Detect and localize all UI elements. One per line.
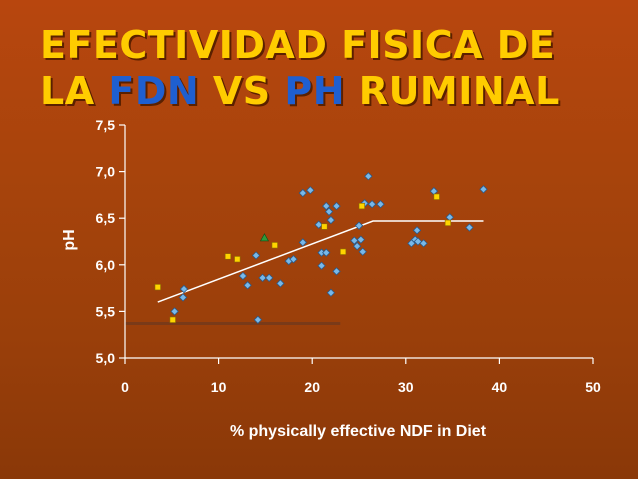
square-point: [154, 284, 161, 291]
data-points: [154, 172, 488, 324]
square-point: [271, 242, 278, 249]
diamond-point: [251, 251, 261, 260]
diamond-point: [306, 186, 315, 195]
x-tick-label: 40: [492, 379, 508, 395]
title-highlight-ph: PH: [284, 69, 346, 113]
x-tick-label: 30: [398, 379, 414, 395]
square-point: [444, 219, 452, 226]
y-tick-label: 5,5: [96, 303, 116, 319]
x-axis-label: % physically effective NDF in Diet: [230, 423, 487, 440]
diamond-point: [264, 273, 274, 283]
square-point: [339, 248, 347, 255]
y-tick-label: 6,5: [96, 210, 116, 226]
x-tick-label: 10: [211, 379, 227, 395]
diamond-point: [465, 223, 474, 232]
diamond-point: [364, 172, 373, 181]
square-point: [169, 316, 176, 323]
diamond-point: [332, 201, 341, 211]
diamond-point: [314, 220, 323, 229]
diamond-point: [322, 201, 331, 211]
square-point: [433, 193, 440, 200]
y-tick-label: 7,5: [96, 117, 116, 133]
fit-line-layer: [157, 220, 484, 303]
diamond-point: [322, 248, 331, 257]
diamond-point: [419, 239, 428, 248]
slide-title: EFECTIVIDAD FISICA DE LA FDN VS PH RUMIN…: [40, 22, 560, 114]
diamond-point: [276, 279, 285, 288]
diamond-point: [324, 207, 334, 216]
x-tick-label: 20: [304, 379, 320, 395]
title-line-2-vs: VS: [199, 69, 285, 113]
diamond-point: [367, 200, 377, 209]
diamond-point: [413, 237, 423, 246]
diamond-point: [376, 200, 385, 209]
diamond-point: [352, 241, 362, 251]
diamond-point: [238, 271, 248, 281]
tick-labels: 5,0 5,5 6,0 6,5 7,0 7,5 0 10 20 30 40 50: [96, 117, 601, 395]
square-point: [224, 253, 232, 260]
diamond-point: [358, 247, 367, 256]
x-tick-label: 0: [121, 379, 129, 395]
fit-line: [157, 220, 484, 303]
title-line-1: EFECTIVIDAD FISICA DE: [40, 23, 556, 67]
diamond-point: [326, 215, 336, 225]
title-line-2-ruminal: RUMINAL: [345, 69, 560, 113]
diamond-point: [412, 226, 422, 235]
diamond-point: [356, 235, 366, 244]
axes: [119, 124, 594, 364]
diamond-point: [317, 261, 326, 270]
diamond-point: [243, 281, 252, 290]
y-tick-label: 6,0: [96, 257, 116, 273]
diamond-point: [298, 238, 308, 247]
title-highlight-fdn: FDN: [108, 69, 200, 113]
diamond-point: [289, 255, 298, 264]
x-tick-label: 50: [585, 379, 601, 395]
square-point: [321, 223, 328, 230]
diamond-point: [170, 307, 179, 316]
diamond-point: [253, 315, 263, 324]
diamond-point: [178, 293, 188, 302]
diamond-point: [350, 236, 359, 245]
diamond-point: [326, 288, 336, 297]
square-point: [358, 202, 365, 210]
diamond-point: [298, 188, 308, 198]
diamond-point: [354, 221, 364, 230]
y-axis-label: pH: [61, 229, 78, 250]
diamond-point: [258, 273, 267, 283]
diamond-point: [332, 267, 341, 276]
diamond-point: [479, 185, 488, 194]
diamond-point: [179, 284, 189, 294]
y-tick-label: 7,0: [96, 164, 116, 180]
title-line-2-la: LA: [40, 69, 109, 113]
triangle-point: [259, 233, 269, 242]
y-tick-label: 5,0: [96, 350, 116, 366]
square-point: [234, 256, 241, 263]
